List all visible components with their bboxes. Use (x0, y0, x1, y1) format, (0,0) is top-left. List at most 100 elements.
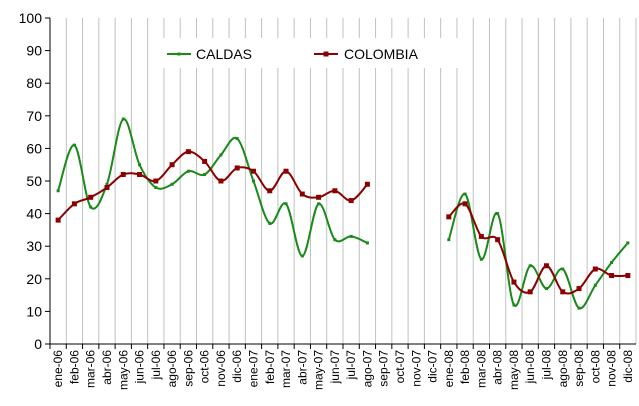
data-point (496, 212, 500, 216)
legend-label-caldas: CALDAS (196, 46, 252, 62)
x-tick-label: sep-06 (181, 350, 195, 387)
y-tick-label: 20 (26, 271, 42, 287)
x-tick-label: ene-07 (246, 350, 260, 388)
data-point (364, 181, 370, 187)
x-tick-label: jul-07 (344, 350, 358, 381)
series-colombia (55, 149, 631, 295)
data-point (463, 192, 467, 196)
data-point (120, 171, 126, 177)
data-point (234, 165, 240, 171)
data-point (283, 168, 289, 174)
x-tick-label: dic-08 (621, 350, 635, 383)
data-point (625, 273, 631, 279)
x-tick-label: dic-06 (230, 350, 244, 383)
x-tick-label: feb-08 (458, 350, 472, 384)
x-tick-label: jun-07 (328, 350, 342, 385)
data-point (88, 194, 94, 200)
data-point (56, 189, 60, 193)
data-point (121, 117, 125, 121)
data-point (610, 261, 614, 264)
x-tick-label: ago-06 (165, 350, 179, 388)
legend-marker-caldas (177, 52, 181, 56)
x-tick-label: sep-08 (572, 350, 586, 387)
x-tick-label: mar-06 (84, 350, 98, 388)
y-tick-label: 60 (26, 140, 42, 156)
y-tick-label: 50 (26, 173, 42, 189)
x-tick-label: feb-07 (263, 350, 277, 384)
data-point (544, 287, 548, 291)
x-tick-label: jun-08 (523, 350, 537, 385)
x-tick-label: feb-06 (67, 350, 81, 384)
data-point (299, 191, 305, 197)
data-point (332, 188, 338, 194)
x-tick-label: oct-07 (393, 350, 407, 384)
y-tick-label: 30 (26, 238, 42, 254)
data-point (202, 158, 208, 164)
x-tick-label: may-07 (312, 350, 326, 390)
x-tick-label: abr-07 (295, 350, 309, 385)
data-point (348, 198, 354, 204)
data-point (137, 171, 143, 177)
data-point (561, 267, 565, 271)
data-point (447, 238, 451, 242)
data-point (317, 202, 321, 206)
data-point (268, 221, 272, 225)
legend-box (160, 38, 460, 68)
data-point (593, 283, 597, 287)
y-tick-label: 40 (26, 206, 42, 222)
data-point (560, 289, 566, 295)
data-point (495, 237, 501, 243)
data-point (72, 143, 76, 147)
data-point (71, 201, 77, 207)
data-point (104, 185, 110, 191)
data-point (55, 217, 61, 223)
data-point (316, 194, 322, 200)
legend-label-colombia: COLOMBIA (344, 46, 419, 62)
y-tick-label: 10 (26, 303, 42, 319)
legend: CALDAS COLOMBIA (160, 38, 460, 68)
data-point (527, 289, 533, 295)
x-tick-label: oct-08 (588, 350, 602, 384)
y-tick-label: 80 (26, 75, 42, 91)
data-point (235, 137, 239, 141)
x-tick-label: may-06 (116, 350, 130, 390)
data-point (203, 172, 207, 176)
data-point (462, 201, 468, 207)
data-point (577, 306, 581, 310)
data-point (609, 273, 615, 279)
x-tick-label: mar-08 (474, 350, 488, 388)
x-tick-label: jun-06 (133, 350, 147, 385)
data-point (333, 238, 337, 242)
x-tick-label: ene-06 (51, 350, 65, 388)
data-point (592, 266, 598, 272)
x-tick-label: ago-07 (360, 350, 374, 388)
data-point (186, 169, 190, 173)
y-tick-label: 100 (19, 10, 43, 26)
data-point (512, 303, 516, 307)
data-point (169, 162, 175, 168)
x-tick-label: dic-07 (426, 350, 440, 383)
series-lines (55, 117, 631, 310)
x-tick-label: abr-06 (100, 350, 114, 385)
data-point (479, 257, 483, 261)
data-point (528, 264, 532, 268)
x-tick-label: ago-08 (556, 350, 570, 388)
data-point (478, 233, 484, 239)
data-point (267, 188, 273, 194)
data-point (446, 214, 452, 220)
y-axis-ticks: 0 10 20 30 40 50 60 70 80 90 100 (19, 10, 50, 352)
data-point (219, 153, 223, 157)
x-tick-label: sep-07 (377, 350, 391, 387)
data-point (105, 182, 109, 186)
x-tick-label: may-08 (507, 350, 521, 390)
data-point (365, 241, 369, 245)
x-tick-label: jul-08 (539, 350, 553, 381)
x-axis-ticks: ene-06 feb-06 mar-06 abr-06 may-06 jun-06 jul-… (49, 344, 635, 390)
data-point (218, 178, 224, 184)
data-point (576, 286, 582, 292)
data-point (349, 234, 353, 238)
x-tick-label: oct-06 (198, 350, 212, 384)
data-point (138, 163, 142, 167)
data-point (300, 254, 304, 258)
